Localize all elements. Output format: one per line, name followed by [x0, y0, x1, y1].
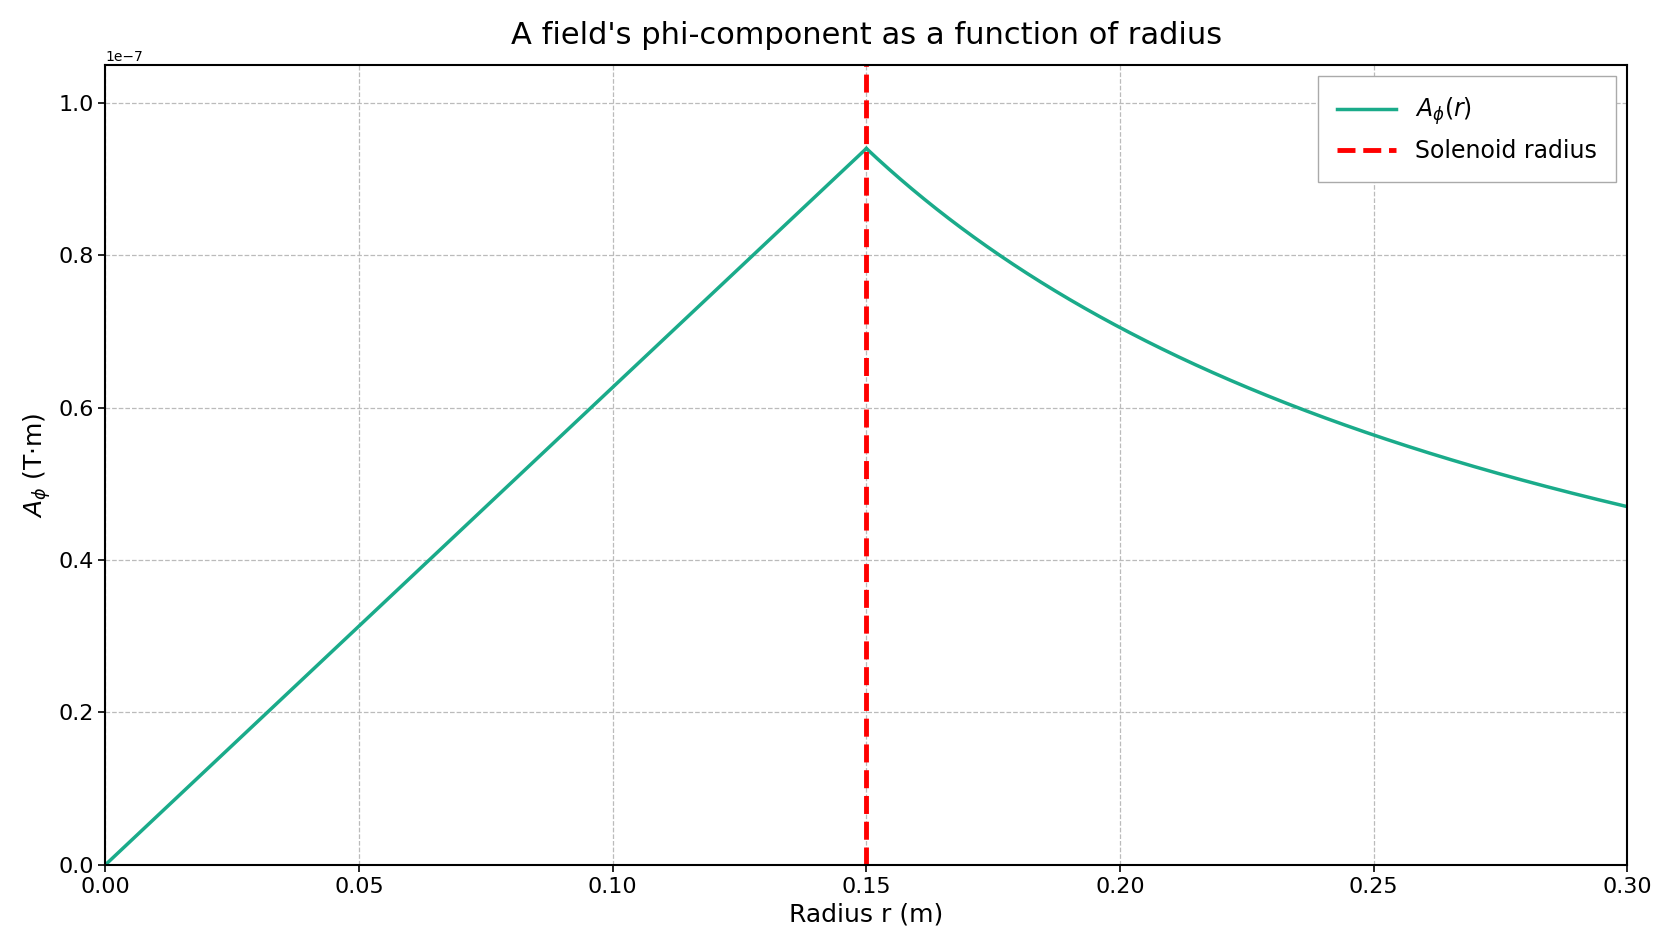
$A_{\phi}(r)$ [689, 300, 709, 312]
Title: A field's phi-component as a function of radius: A field's phi-component as a function of… [510, 21, 1221, 50]
$A_{\phi}(r)$ [172, 786, 192, 797]
$A_{\phi}(r)$ [857, 143, 877, 154]
$A_{\phi}(r)$ [617, 367, 637, 379]
$A_{\phi}(r)$ [430, 544, 450, 555]
$A_{\phi}(r)$ [403, 569, 423, 581]
X-axis label: Radius r (m): Radius r (m) [790, 902, 944, 926]
Legend: $A_{\phi}(r)$, Solenoid radius: $A_{\phi}(r)$, Solenoid radius [1318, 77, 1616, 182]
$A_{\phi}(r)$ [95, 859, 115, 870]
$A_{\phi}(r)$ [703, 288, 723, 299]
Line: $A_{\phi}(r)$: $A_{\phi}(r)$ [105, 149, 867, 865]
Y-axis label: $A_\phi$ (T$\cdot$m): $A_\phi$ (T$\cdot$m) [20, 412, 52, 517]
